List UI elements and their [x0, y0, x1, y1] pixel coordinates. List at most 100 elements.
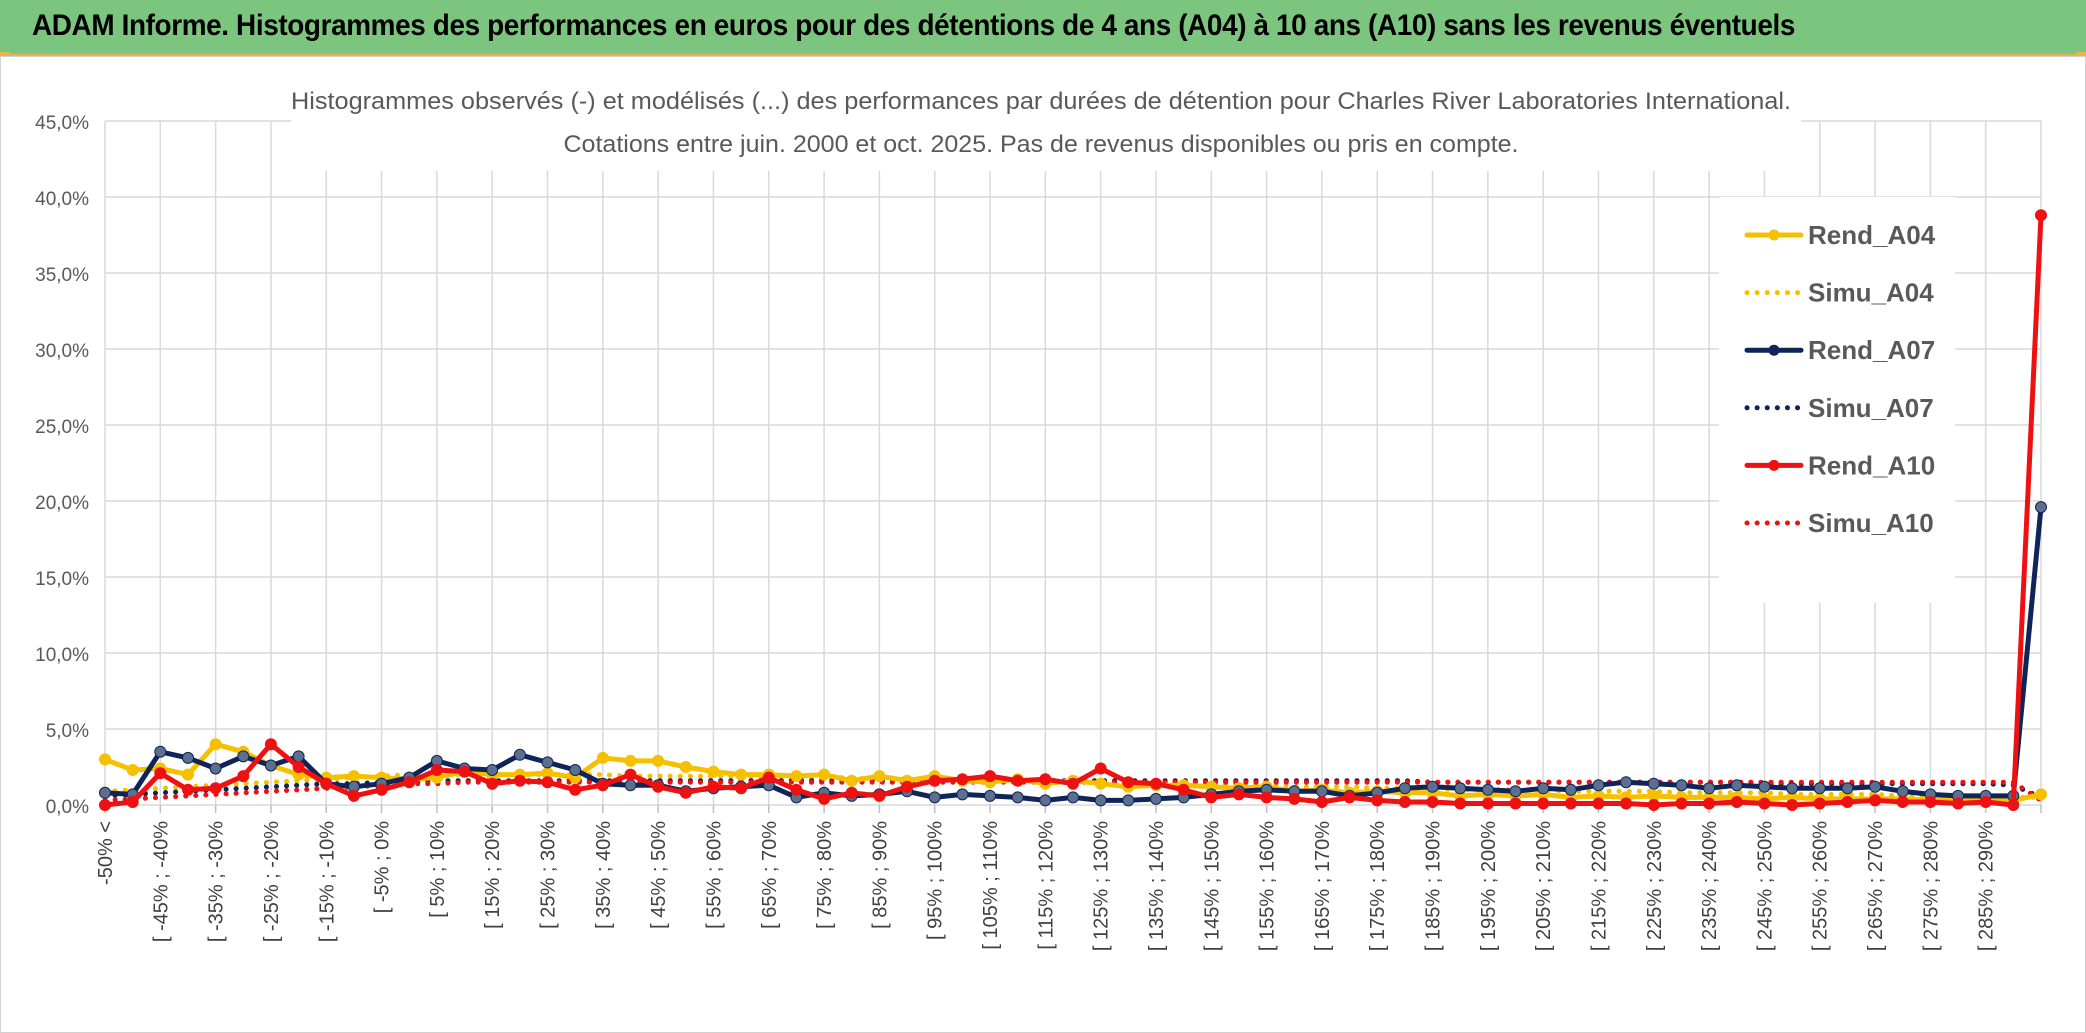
data-point	[845, 774, 858, 787]
legend-label: Simu_A07	[1808, 393, 1934, 423]
legend-label: Rend_A04	[1808, 220, 1936, 250]
data-point	[873, 789, 886, 802]
x-tick-label: [ 225% ; 230%	[1644, 821, 1666, 951]
x-tick-label: [ 95% ; 100%	[925, 821, 947, 940]
legend-marker	[1768, 229, 1780, 241]
x-tick-label: [ 265% ; 270%	[1865, 821, 1887, 951]
data-point	[1758, 780, 1771, 793]
legend-item: Simu_A07	[1744, 393, 1934, 423]
data-point	[486, 764, 499, 776]
data-point	[126, 796, 139, 808]
data-point	[1537, 797, 1550, 810]
corner-accent-right	[2076, 52, 2086, 56]
data-point	[541, 776, 554, 789]
data-point	[1288, 792, 1301, 805]
y-tick-label: 30,0%	[35, 341, 89, 362]
y-tick-label: 15,0%	[35, 569, 89, 590]
data-point	[1260, 791, 1273, 804]
data-point	[99, 753, 111, 766]
data-point	[1564, 783, 1577, 796]
data-point	[1398, 796, 1411, 808]
x-tick-label: [ -35% ; -30%	[206, 821, 228, 942]
data-point	[928, 774, 941, 787]
data-point	[1094, 762, 1107, 775]
data-point	[1454, 782, 1467, 795]
x-tick-label: [ 65% ; 70%	[759, 821, 781, 929]
data-point	[292, 750, 305, 763]
data-point	[209, 762, 222, 775]
data-point	[569, 783, 582, 796]
data-point	[1786, 799, 1799, 811]
chart-area: 0,0% 5,0% 10,0% 15,0% 20,0% 25,0% 30,0% 35,0% 40…	[0, 56, 2086, 1033]
data-point	[541, 756, 554, 769]
y-tick-label: 35,0%	[35, 265, 89, 286]
data-point	[624, 754, 637, 767]
data-point	[1869, 780, 1882, 793]
y-tick-label: 45,0%	[35, 113, 89, 134]
data-point	[1509, 785, 1522, 798]
data-point	[1703, 797, 1716, 810]
y-tick-label: 40,0%	[35, 189, 89, 210]
data-point	[1481, 783, 1494, 796]
data-point	[1205, 791, 1218, 804]
legend-label: Rend_A07	[1808, 335, 1935, 365]
data-point	[347, 789, 360, 802]
legend-label: Simu_A04	[1808, 278, 1934, 308]
line-chart: 0,0% 5,0% 10,0% 15,0% 20,0% 25,0% 30,0% 35,0% 40…	[35, 79, 2047, 951]
data-point	[1426, 796, 1439, 808]
data-point	[2035, 788, 2047, 801]
data-point	[182, 768, 194, 781]
legend-marker	[1768, 459, 1780, 471]
data-point	[2035, 501, 2047, 514]
data-point	[652, 780, 665, 793]
data-point	[1675, 797, 1688, 810]
data-point	[873, 770, 886, 783]
data-point	[984, 770, 996, 783]
data-point	[1924, 796, 1937, 808]
data-point	[403, 776, 416, 789]
legend-item: Rend_A04	[1744, 220, 1936, 250]
data-point	[707, 780, 720, 793]
data-point	[264, 759, 277, 772]
data-point	[1813, 782, 1826, 795]
data-point	[1150, 777, 1162, 790]
data-point	[486, 777, 499, 790]
data-point	[1039, 794, 1052, 807]
data-point	[1094, 777, 1107, 790]
data-point	[513, 748, 526, 761]
data-point	[679, 761, 692, 773]
data-point	[1786, 782, 1799, 795]
data-point	[956, 773, 969, 786]
data-point	[1094, 794, 1107, 807]
data-point	[347, 770, 360, 783]
data-point	[1896, 785, 1909, 798]
data-point	[1758, 797, 1771, 810]
data-point	[126, 764, 139, 776]
data-point	[596, 751, 609, 764]
data-point	[1371, 794, 1384, 807]
data-point	[2035, 209, 2047, 222]
x-tick-label: [ 115% ; 120%	[1035, 821, 1057, 950]
x-tick-label: [ 105% ; 110%	[980, 821, 1002, 950]
x-tick-label: [ 205% ; 210%	[1533, 821, 1555, 951]
data-point	[1067, 791, 1079, 804]
data-point	[1841, 796, 1854, 808]
x-tick-label: [ 135% ; 140%	[1146, 821, 1168, 951]
data-point	[790, 770, 803, 783]
y-axis-labels: 0,0% 5,0% 10,0% 15,0% 20,0% 25,0% 30,0% 35,0% 40…	[35, 113, 89, 818]
data-point	[1620, 797, 1633, 810]
data-point	[1869, 794, 1882, 807]
data-point	[209, 738, 222, 751]
data-point	[99, 786, 111, 799]
y-tick-label: 5,0%	[46, 721, 89, 742]
x-axis-labels: -50% < [ -45% ; -40% [ -35% ; -30% [ -25% ;…	[95, 821, 1998, 951]
series-Rend_A10	[99, 209, 2047, 811]
y-tick-label: 10,0%	[35, 645, 89, 666]
series-lines	[99, 209, 2047, 811]
x-tick-label: [ 185% ; 190%	[1423, 821, 1445, 951]
data-point	[320, 777, 333, 790]
data-point	[154, 767, 167, 780]
data-point	[1122, 794, 1135, 807]
data-point	[818, 792, 831, 805]
data-point	[707, 765, 720, 778]
